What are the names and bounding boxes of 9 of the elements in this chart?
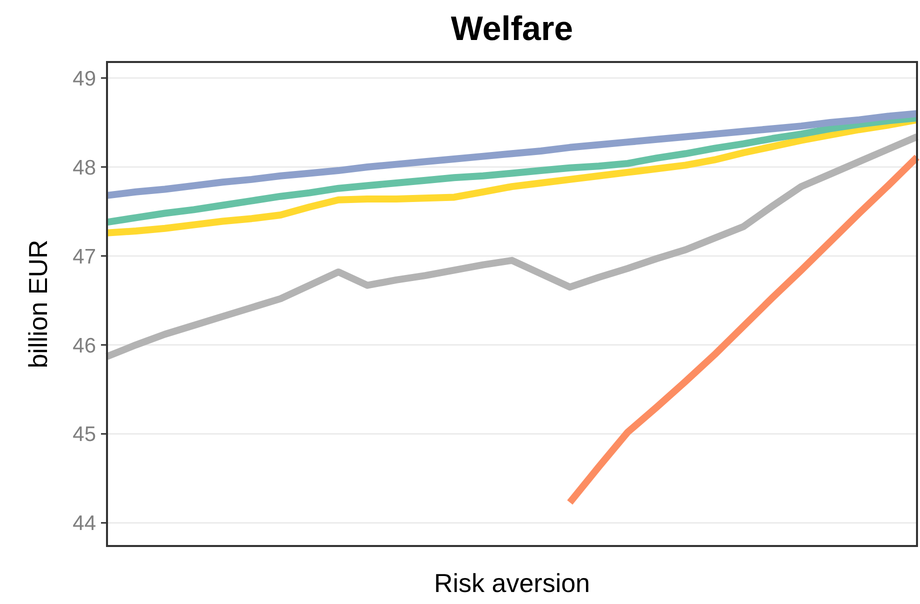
y-tick-label: 49 <box>72 67 96 90</box>
y-axis-title: billion EUR <box>23 240 53 368</box>
y-tick-label: 46 <box>72 334 96 358</box>
chart-title: Welfare <box>450 10 574 48</box>
y-tick-label: 45 <box>72 423 96 446</box>
y-tick-label: 48 <box>72 156 96 180</box>
x-axis-title: Risk aversion <box>434 568 590 598</box>
y-tick-label: 44 <box>72 512 96 536</box>
y-tick-label: 47 <box>72 245 96 268</box>
